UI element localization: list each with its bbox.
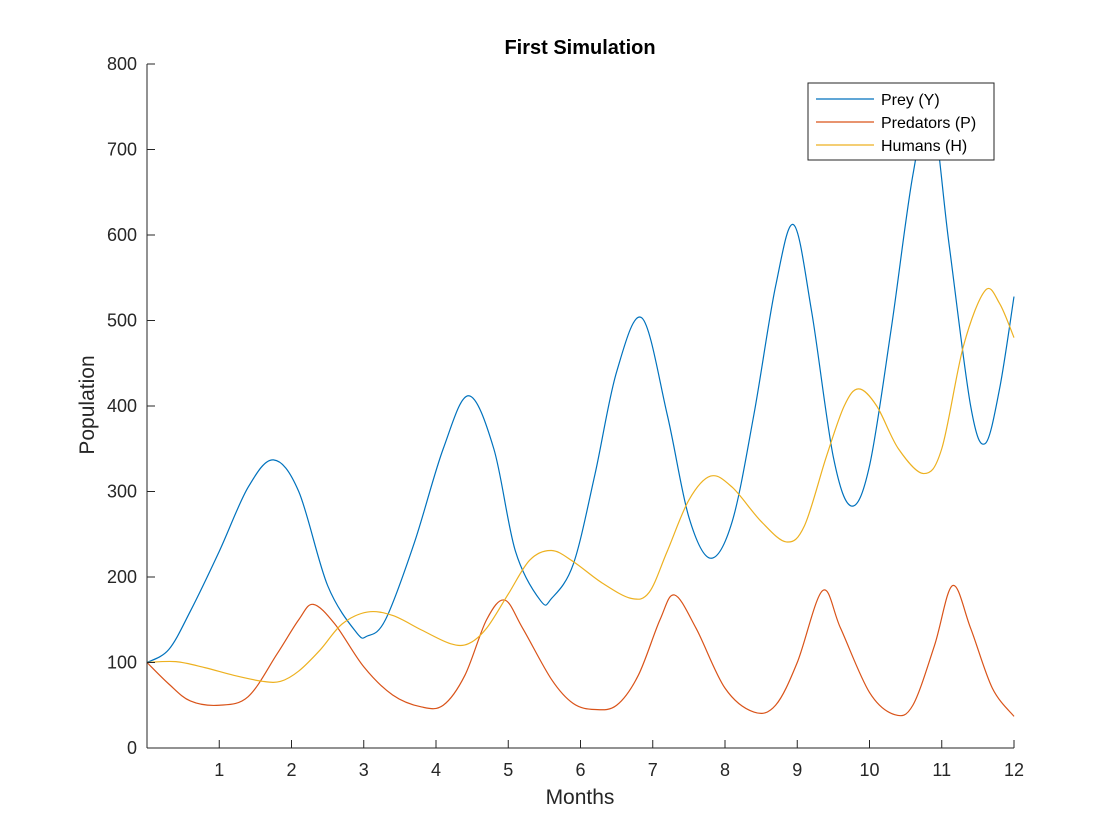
x-tick-label: 5: [503, 760, 513, 780]
y-tick-label: 300: [107, 482, 137, 502]
y-tick-label: 200: [107, 567, 137, 587]
x-axis-label: Months: [546, 786, 615, 809]
x-tick-label: 4: [431, 760, 441, 780]
chart-title: First Simulation: [504, 37, 655, 59]
legend-label-2: Humans (H): [881, 138, 967, 155]
x-tick-label: 6: [575, 760, 585, 780]
y-tick-label: 500: [107, 311, 137, 331]
y-axis-label: Population: [76, 355, 99, 454]
legend-label-1: Predators (P): [881, 115, 976, 132]
x-tick-label: 2: [286, 760, 296, 780]
y-tick-label: 800: [107, 54, 137, 74]
y-tick-label: 400: [107, 396, 137, 416]
x-tick-label: 9: [792, 760, 802, 780]
y-tick-label: 0: [127, 738, 137, 758]
series-line-0: [146, 104, 1015, 664]
x-tick-label: 10: [859, 760, 879, 780]
series-line-2: [146, 287, 1015, 683]
plot-lines: [146, 104, 1015, 717]
x-tick-label: 7: [648, 760, 658, 780]
x-tick-label: 1: [214, 760, 224, 780]
legend: Prey (Y) Predators (P) Humans (H): [807, 82, 995, 161]
x-tick-label: 11: [932, 760, 951, 780]
y-tick-label: 700: [107, 140, 137, 160]
y-tick-label: 100: [107, 653, 137, 673]
x-tick-label: 3: [359, 760, 369, 780]
legend-label-0: Prey (Y): [881, 92, 940, 109]
x-tick-label: 8: [720, 760, 730, 780]
series-line-1: [146, 584, 1015, 717]
x-tick-label: 12: [1004, 760, 1024, 780]
axes: [146, 64, 1014, 749]
y-tick-label: 600: [107, 225, 137, 245]
